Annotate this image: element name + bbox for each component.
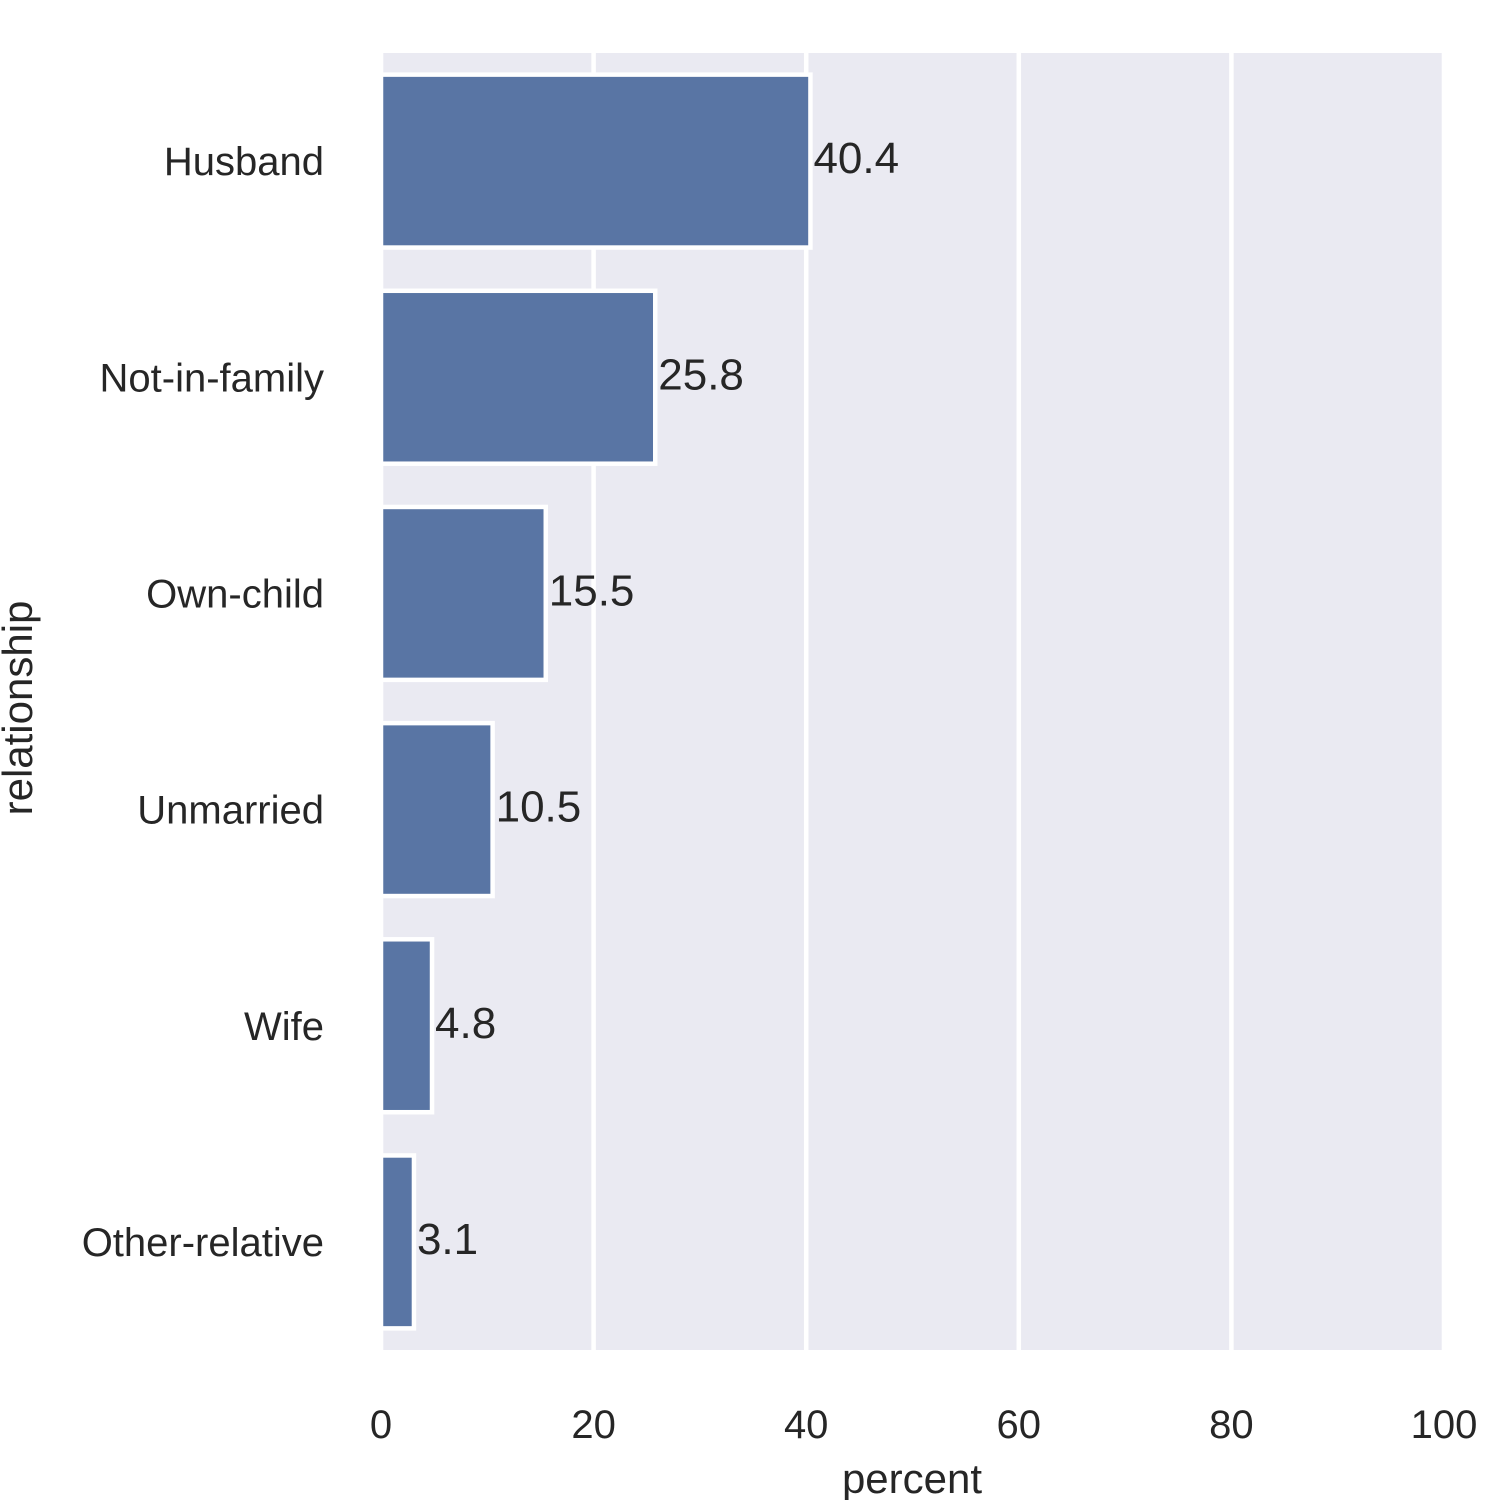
data-label: 40.4 [813,134,899,183]
y-tick-label: Unmarried [137,789,324,833]
x-axis-label: percent [842,1455,982,1500]
y-tick-label: Wife [244,1005,324,1049]
data-label: 4.8 [435,999,496,1048]
x-tick-labels: 0 20 40 60 80 100 [370,1403,1478,1447]
y-tick-label: Not-in-family [100,356,324,400]
y-tick-label: Husband [164,140,324,184]
x-tick-label: 100 [1411,1403,1478,1447]
bar-other-relative [378,1153,417,1331]
data-label: 10.5 [496,783,582,832]
bar-own-child [378,504,549,683]
data-labels: 40.4 25.8 15.5 10.5 4.8 3.1 [417,134,899,1264]
y-tick-label: Other-relative [82,1221,324,1265]
y-tick-label: Own-child [146,572,324,616]
data-label: 3.1 [417,1215,478,1264]
x-tick-label: 60 [997,1403,1042,1447]
x-tick-label: 80 [1209,1403,1254,1447]
data-label: 25.8 [658,350,744,399]
grid-lines [378,53,1447,1350]
bar-husband [378,72,813,250]
y-tick-labels: Husband Not-in-family Own-child Unmarried Wi… [82,140,324,1265]
data-label: 15.5 [549,566,635,615]
bar-not-in-family [378,288,658,466]
bar-wife [378,937,435,1115]
y-axis-label: relationship [0,601,41,816]
bars [378,72,813,1331]
plot-area [381,53,1444,1350]
bar-unmarried [378,720,495,899]
x-tick-label: 0 [370,1403,392,1447]
x-tick-label: 20 [571,1403,616,1447]
x-tick-label: 40 [784,1403,829,1447]
